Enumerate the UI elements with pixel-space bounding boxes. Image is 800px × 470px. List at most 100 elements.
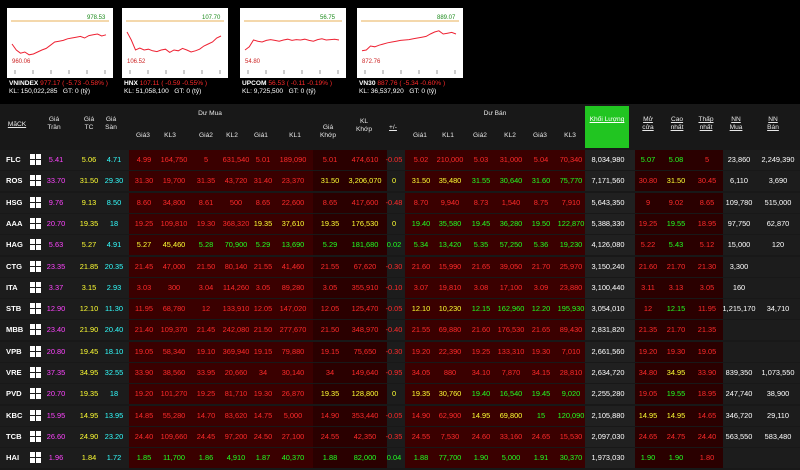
- col-thap-nhat[interactable]: Thấp nhất: [698, 116, 714, 131]
- grid-icon[interactable]: [30, 388, 41, 400]
- table-row[interactable]: MBB 23.40 21.90 20.40 21.40 109,370 21.45 242,0…: [0, 320, 800, 341]
- symbol-label[interactable]: CTG: [6, 261, 23, 271]
- grid-icon[interactable]: [30, 154, 41, 165]
- grid-icon[interactable]: [30, 175, 41, 187]
- grid-icon[interactable]: [30, 367, 41, 378]
- cell-nnb: 62,870: [766, 218, 790, 228]
- mini-chart-upcom[interactable]: 56.75 54.80: [240, 8, 346, 78]
- index-name: HNX: [124, 80, 138, 87]
- cell-mo: 19.20: [638, 346, 658, 356]
- cell-m1: 19.35: [253, 218, 273, 228]
- table-row[interactable]: CTG 23.35 21.85 20.35 21.45 47,000 21.50 80,140…: [0, 256, 800, 278]
- col-cao-nhat[interactable]: Cao nhất: [670, 116, 684, 131]
- mini-chart-vn30[interactable]: 889.07 872.76: [357, 8, 463, 78]
- cell-kl: 2,255,280: [591, 389, 625, 399]
- cell-k3: 11,700: [162, 453, 186, 463]
- cell-kl: 7,171,560: [591, 176, 625, 186]
- table-row[interactable]: KBC 15.95 14.95 13.95 14.85 55,280 14.70 83,620…: [0, 405, 800, 427]
- cell-san: 2.93: [106, 282, 122, 292]
- table-row[interactable]: STB 12.90 12.10 11.30 11.95 68,780 12 133,910 12…: [0, 299, 800, 320]
- symbol-label[interactable]: ROS: [6, 176, 23, 186]
- cell-tran: 3.37: [48, 282, 64, 292]
- cell-m3: 19.20: [134, 389, 154, 399]
- index-info-hnx: HNX 107.11 ( -0.59 -0.55% ) KL: 51,058,10…: [124, 80, 207, 96]
- symbol-label[interactable]: FLC: [6, 155, 21, 164]
- cell-tran: 26.60: [46, 431, 66, 441]
- col-gia-tran: Giá Trần: [47, 116, 61, 131]
- grid-icon[interactable]: [30, 452, 41, 464]
- cell-b1: 5.34: [413, 240, 429, 250]
- grid-icon[interactable]: [30, 217, 41, 229]
- table-row[interactable]: VRE 37.35 34.95 32.55 33.90 38,560 33.95 20,660…: [0, 363, 800, 384]
- symbol-label[interactable]: PVD: [6, 389, 22, 399]
- table-row[interactable]: HAG 5.63 5.27 4.91 5.27 45,460 5.28 70,900 5.29 1…: [0, 235, 800, 256]
- table-row[interactable]: TCB 26.60 24.90 23.20 24.40 109,660 24.45 97,20…: [0, 426, 800, 448]
- price-line: [126, 31, 222, 53]
- cell-san: 1.72: [106, 453, 122, 463]
- col-kl1-sell: KL1: [442, 132, 454, 139]
- symbol-label[interactable]: AAA: [6, 218, 23, 228]
- symbol-label[interactable]: KBC: [6, 410, 23, 420]
- cell-m2: 33.95: [196, 368, 216, 377]
- table-row[interactable]: ITA 3.37 3.15 2.93 3.03 300 3.04 114,260 3.05 89,…: [0, 277, 800, 299]
- table-row[interactable]: ROS 33.70 31.50 29.30 31.30 19,700 31.35 43,720…: [0, 171, 800, 192]
- cell-b1: 5.02: [413, 155, 429, 164]
- cell-gk: 5.01: [322, 155, 338, 164]
- symbol-label[interactable]: ITA: [6, 282, 18, 292]
- cell-kk: 474,610: [351, 155, 379, 164]
- cell-k2: 70,900: [224, 240, 248, 250]
- symbol-label[interactable]: MBB: [6, 325, 24, 335]
- symbol-label[interactable]: STB: [6, 304, 22, 314]
- cell-mo: 21.35: [638, 325, 658, 335]
- index-value: GT: 0 (tỷ): [409, 88, 437, 95]
- symbol-label[interactable]: VRE: [6, 368, 22, 377]
- grid-icon[interactable]: [30, 409, 41, 421]
- symbol-label[interactable]: VPB: [6, 346, 22, 356]
- symbol-label[interactable]: HAG: [6, 240, 23, 250]
- grid-icon[interactable]: [30, 239, 41, 251]
- sort-volume-button[interactable]: [585, 106, 629, 148]
- cell-pm: -0.48: [385, 197, 403, 207]
- cell-m2: 19.25: [196, 389, 216, 399]
- cell-thap: 24.40: [697, 431, 717, 441]
- low-label: 106.52: [127, 59, 146, 65]
- symbol-label[interactable]: HSG: [6, 197, 23, 207]
- grid-icon[interactable]: [30, 345, 41, 357]
- index-change: 107.11 ( -0.59 -0.55% ): [139, 80, 208, 87]
- low-label: 960.06: [12, 59, 31, 65]
- symbol-label[interactable]: TCB: [6, 431, 22, 441]
- grid-icon[interactable]: [30, 260, 41, 272]
- index-value: GT: 0 (tỷ): [288, 88, 316, 95]
- grid-icon[interactable]: [30, 281, 41, 293]
- table-row[interactable]: HAI 1.96 1.84 1.72 1.85 11,700 1.86 4,910 1.87 40…: [0, 448, 800, 469]
- col-khoi-luong[interactable]: Khối Lượng: [589, 116, 625, 123]
- cell-tc: 19.45: [79, 346, 99, 356]
- cell-cao: 12.15: [666, 304, 686, 314]
- cell-b2: 3.08: [473, 282, 489, 292]
- grid-icon[interactable]: [30, 303, 41, 315]
- cell-cao: 9.02: [668, 197, 684, 207]
- cell-san: 18: [109, 389, 119, 399]
- table-row[interactable]: HSG 9.76 9.13 8.50 8.60 34,800 8.61 500 8.65 22,6…: [0, 192, 800, 214]
- grid-icon[interactable]: [30, 430, 41, 442]
- cell-san: 4.91: [106, 240, 122, 250]
- cell-b1: 21.55: [411, 325, 431, 335]
- cell-nnb: 2,249,390: [761, 155, 795, 164]
- cell-k2: 500: [229, 197, 243, 207]
- cell-pm: 0: [391, 389, 397, 399]
- mini-chart-hnx[interactable]: 107.70 106.52: [122, 8, 228, 78]
- symbol-label[interactable]: HAI: [6, 453, 20, 463]
- col-nn-mua[interactable]: NN Mua: [729, 116, 743, 131]
- table-row[interactable]: FLC 5.41 5.06 4.71 4.99 164,750 5 631,540 5.01 18…: [0, 150, 800, 171]
- cell-nnb: [757, 278, 799, 298]
- table-row[interactable]: VPB 20.80 19.45 18.10 19.05 58,340 19.10 369,94…: [0, 341, 800, 363]
- col-mo-cua[interactable]: Mở cửa: [642, 116, 654, 131]
- grid-icon[interactable]: [30, 324, 41, 336]
- col-nn-ban[interactable]: NN Bán: [767, 116, 779, 131]
- col-mack[interactable]: MãCK: [7, 121, 27, 128]
- col-change[interactable]: +/-: [389, 124, 397, 131]
- table-row[interactable]: AAA 20.70 19.35 18 19.25 109,810 19.30 368,320 1…: [0, 213, 800, 235]
- table-row[interactable]: PVD 20.70 19.35 18 19.20 101,270 19.25 81,710 19…: [0, 384, 800, 405]
- grid-icon[interactable]: [30, 196, 41, 208]
- mini-chart-vnindex[interactable]: 978.53 960.06: [7, 8, 113, 78]
